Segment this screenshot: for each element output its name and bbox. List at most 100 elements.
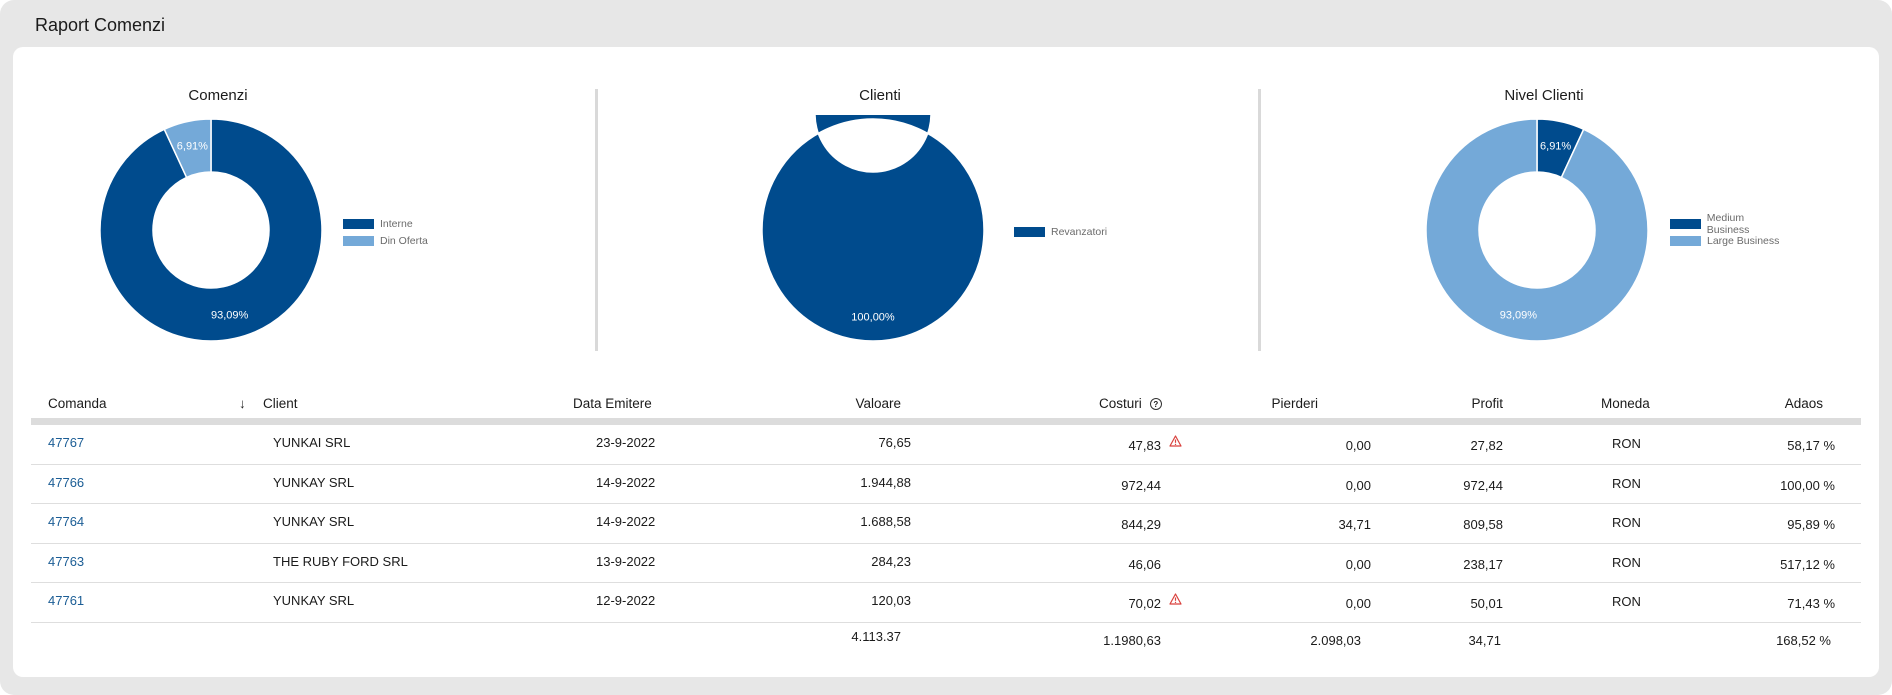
chart-nivel-clienti: Nivel Clienti 6,91% 93,09% Medium Busines…	[1389, 87, 1789, 357]
cell-profit: 809,58	[1463, 517, 1503, 532]
header-pierderi[interactable]: Pierderi	[1271, 396, 1318, 411]
slice-label: 93,09%	[1500, 309, 1538, 321]
cell-data-emitere: 12-9-2022	[596, 593, 656, 608]
page-title: Raport Comenzi	[35, 15, 166, 35]
legend-item: Interne	[343, 216, 428, 232]
report-card: Comenzi 93,09% 6,91% Interne Din Oferta C…	[13, 47, 1879, 677]
cell-client: YUNKAY SRL	[273, 593, 355, 608]
cell-client: YUNKAY SRL	[273, 474, 355, 490]
table-body: 47767 YUNKAI SRL 23-9-2022 76,65 47,83 0,00 27…	[31, 425, 1861, 623]
orders-table: Comanda ↓ Client Data Emitere Valoare Co…	[31, 390, 1861, 662]
warning-icon[interactable]	[1169, 593, 1182, 605]
header-adaos[interactable]: Adaos	[1784, 396, 1823, 411]
cell-costuri: 46,06	[1128, 556, 1161, 572]
total-pierderi: 2.098,03	[1310, 632, 1361, 648]
chart-legend: Medium Business Large Business	[1670, 212, 1789, 250]
table-row: 47764 YUNKAY SRL 14-9-2022 1.688,58 844,29 34…	[31, 504, 1861, 544]
total-adaos: 168,52 %	[1776, 632, 1831, 648]
cell-moneda: RON	[1612, 475, 1641, 491]
pie-slice[interactable]	[99, 118, 323, 342]
legend-swatch	[343, 219, 374, 229]
total-valoare: 4.113.37	[851, 628, 901, 644]
pie-slice[interactable]	[1425, 118, 1649, 342]
legend-label: Large Business	[1707, 235, 1780, 247]
table-row: 47766 YUNKAY SRL 14-9-2022 1.944,88 972,44 0,…	[31, 465, 1861, 504]
slice-label: 6,91%	[1540, 141, 1571, 153]
cell-comanda[interactable]: 47766	[48, 474, 85, 490]
cell-profit: 50,01	[1470, 596, 1503, 611]
cell-valoare: 76,65	[878, 435, 911, 450]
cell-comanda[interactable]: 47763	[48, 553, 85, 569]
cell-data-emitere: 23-9-2022	[596, 435, 656, 450]
cell-moneda: RON	[1612, 554, 1641, 570]
legend-label: Din Oferta	[380, 235, 428, 247]
cell-pierderi: 0,00	[1345, 556, 1371, 572]
cell-moneda: RON	[1612, 515, 1641, 530]
donut-chart: 6,91% 93,09%	[1425, 118, 1649, 342]
legend-item: Large Business	[1670, 233, 1789, 249]
cell-pierderi: 0,00	[1345, 438, 1371, 453]
cell-pierderi: 0,00	[1345, 596, 1371, 611]
table-row: 47763 THE RUBY FORD SRL 13-9-2022 284,23 46,…	[31, 544, 1861, 583]
cell-profit: 27,82	[1470, 438, 1503, 453]
header-costuri[interactable]: Costuri?	[1099, 396, 1162, 411]
cell-client: THE RUBY FORD SRL	[273, 553, 408, 569]
cell-data-emitere: 14-9-2022	[596, 474, 656, 490]
legend-label: Revanzatori	[1051, 226, 1108, 238]
donut-chart: 93,09% 6,91%	[99, 118, 323, 342]
chart-title: Clienti	[859, 87, 901, 104]
sort-arrow-icon[interactable]: ↓	[239, 396, 246, 411]
legend-item: Din Oferta	[343, 233, 428, 249]
divider	[1258, 89, 1261, 351]
legend-item: Revanzatori	[1014, 224, 1107, 240]
cell-moneda: RON	[1612, 436, 1641, 451]
pie-slice[interactable]	[761, 115, 985, 342]
cell-costuri: 70,02	[1128, 596, 1161, 611]
cell-costuri: 47,83	[1128, 438, 1161, 453]
cell-pierderi: 34,71	[1338, 517, 1371, 532]
chart-title: Comenzi	[188, 87, 248, 104]
cell-profit: 972,44	[1463, 477, 1503, 493]
legend-swatch	[343, 236, 374, 246]
cell-data-emitere: 14-9-2022	[596, 514, 656, 529]
cell-costuri: 844,29	[1121, 517, 1161, 532]
cell-client: YUNKAI SRL	[273, 435, 351, 450]
header-moneda[interactable]: Moneda	[1601, 396, 1650, 411]
slice-label: 6,91%	[177, 141, 208, 153]
cell-valoare: 1.688,58	[860, 514, 911, 529]
cell-adaos: 100,00 %	[1780, 477, 1835, 493]
pie-slice[interactable]	[163, 118, 212, 179]
header-data-emitere[interactable]: Data Emitere	[573, 396, 652, 411]
chart-legend: Interne Din Oferta	[343, 216, 428, 250]
cell-moneda: RON	[1612, 594, 1641, 609]
table-row: 47761 YUNKAY SRL 12-9-2022 120,03 70,02 0,00 5…	[31, 583, 1861, 623]
cell-pierderi: 0,00	[1345, 477, 1371, 493]
cell-comanda[interactable]: 47764	[48, 514, 85, 529]
totals-row: 4.113.37 1.1980,63 2.098,03 34,71 168,52…	[31, 623, 1861, 663]
cell-profit: 238,17	[1463, 556, 1503, 572]
header-comanda[interactable]: Comanda	[48, 396, 107, 411]
help-icon[interactable]: ?	[1149, 398, 1162, 411]
cell-adaos: 71,43 %	[1787, 596, 1835, 611]
cell-adaos: 58,17 %	[1787, 438, 1835, 453]
chart-legend: Revanzatori	[1014, 224, 1107, 241]
slice-label: 100,00%	[851, 312, 895, 324]
cell-adaos: 95,89 %	[1787, 517, 1835, 532]
legend-item: Medium Business	[1670, 212, 1789, 236]
cell-adaos: 517,12 %	[1780, 556, 1835, 572]
header-profit[interactable]: Profit	[1471, 396, 1503, 411]
slice-label: 93,09%	[211, 309, 249, 321]
header-client[interactable]: Client	[263, 396, 298, 411]
legend-swatch	[1670, 219, 1701, 229]
cell-comanda[interactable]: 47761	[48, 593, 85, 608]
legend-label: Medium Business	[1706, 212, 1750, 236]
cell-valoare: 284,23	[871, 553, 911, 569]
divider	[595, 89, 598, 351]
cell-comanda[interactable]: 47767	[48, 435, 85, 450]
header-valoare[interactable]: Valoare	[855, 396, 901, 411]
cell-costuri: 972,44	[1121, 477, 1161, 493]
total-profit: 34,71	[1468, 632, 1501, 648]
warning-icon[interactable]	[1169, 435, 1182, 447]
chart-title: Nivel Clienti	[1504, 87, 1584, 104]
